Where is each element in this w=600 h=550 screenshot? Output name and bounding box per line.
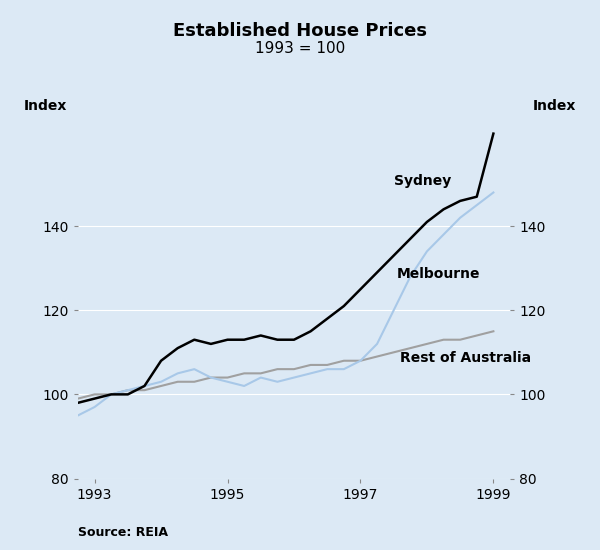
Text: Source: REIA: Source: REIA xyxy=(78,526,168,539)
Text: Index: Index xyxy=(24,99,67,113)
Text: Rest of Australia: Rest of Australia xyxy=(400,351,532,365)
Text: Melbourne: Melbourne xyxy=(397,267,481,281)
Text: Sydney: Sydney xyxy=(394,174,451,188)
Text: Index: Index xyxy=(533,99,576,113)
Text: 1993 = 100: 1993 = 100 xyxy=(255,41,345,56)
Text: Established House Prices: Established House Prices xyxy=(173,22,427,40)
